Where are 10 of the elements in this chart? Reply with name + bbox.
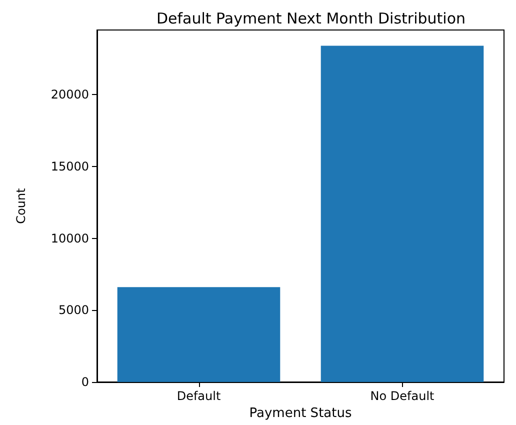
- y-tick-label: 15000: [50, 159, 89, 174]
- x-tick-label: No Default: [370, 389, 435, 403]
- y-axis-title: Count: [14, 188, 28, 224]
- y-tick-label: 10000: [50, 231, 89, 246]
- x-axis-title: Payment Status: [249, 406, 352, 421]
- y-tick-label: 5000: [58, 303, 89, 318]
- chart-title: Default Payment Next Month Distribution: [156, 10, 466, 28]
- y-tick-label: 20000: [50, 88, 89, 102]
- y-tick-label: 0: [81, 375, 89, 389]
- x-tick-label: Default: [176, 389, 221, 403]
